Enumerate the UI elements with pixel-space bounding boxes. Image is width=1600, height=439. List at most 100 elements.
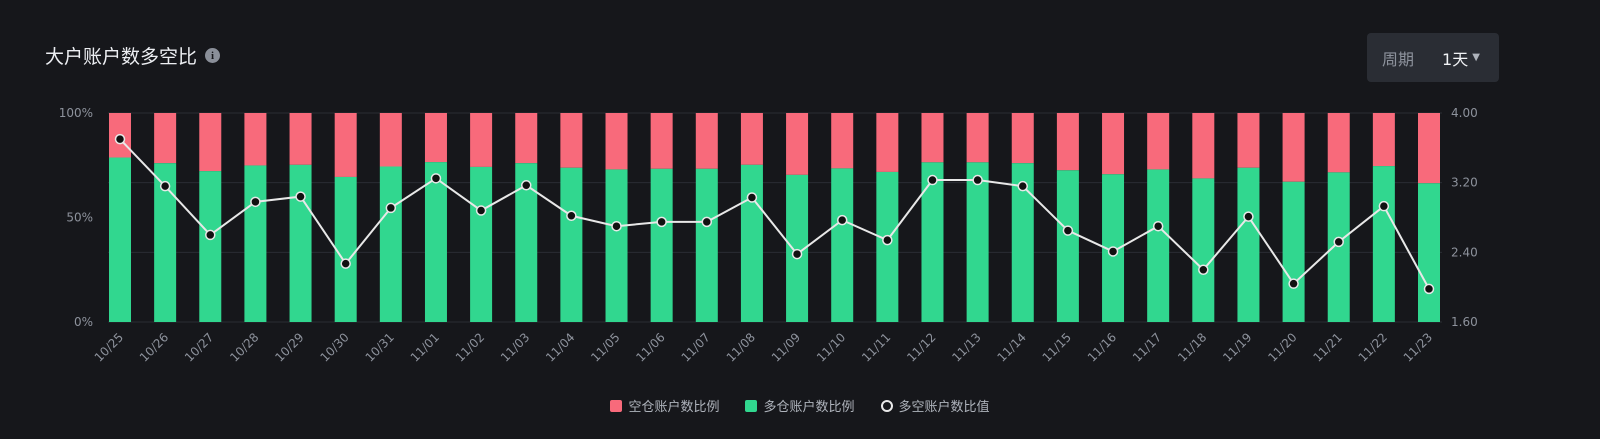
bar-short — [650, 113, 673, 169]
bar-short — [1056, 113, 1079, 171]
x-axis-tick: 11/11 — [859, 330, 893, 364]
ratio-point — [746, 192, 758, 203]
bar-short — [334, 113, 357, 177]
ratio-point — [791, 248, 803, 260]
x-axis-tick: 11/16 — [1085, 330, 1119, 364]
bar-short — [154, 113, 177, 164]
bar-long — [695, 168, 718, 322]
bar-short — [740, 113, 763, 165]
bar-long — [966, 162, 989, 322]
x-axis-tick: 10/28 — [227, 330, 261, 364]
ratio-point — [972, 174, 983, 186]
bar-long — [1237, 167, 1260, 322]
legend-item-long[interactable]: 多仓账户数比例 — [745, 396, 855, 415]
bar-short — [1011, 113, 1034, 164]
bar-long — [154, 163, 177, 322]
ratio-point — [114, 133, 126, 145]
right-axis-tick: 3.20 — [1451, 176, 1478, 190]
ratio-line — [119, 138, 1430, 290]
bar-short — [876, 113, 899, 172]
bar-short — [199, 113, 222, 172]
bar-short — [966, 113, 989, 163]
x-axis-tick: 10/31 — [363, 330, 397, 364]
bar-long — [379, 166, 402, 322]
bar-short — [289, 113, 312, 165]
bar-long — [470, 166, 493, 322]
bar-long — [1372, 166, 1395, 322]
ratio-point — [295, 191, 306, 202]
bar-long — [244, 165, 267, 322]
legend-label: 空仓账户数比例 — [628, 400, 720, 415]
ratio-point — [1107, 246, 1119, 257]
x-axis-tick: 11/04 — [543, 330, 577, 364]
bar-short — [379, 113, 402, 167]
legend-item-short[interactable]: 空仓账户数比例 — [610, 396, 719, 415]
x-axis-tick: 11/13 — [949, 330, 983, 364]
x-axis-tick: 11/09 — [769, 330, 803, 364]
bar-short — [786, 113, 809, 175]
ratio-point — [1243, 211, 1254, 222]
x-axis-tick: 11/15 — [1040, 330, 1074, 364]
info-icon[interactable]: i — [205, 48, 221, 63]
bar-short — [1418, 113, 1440, 184]
x-axis-tick: 10/26 — [137, 330, 171, 364]
x-axis-tick: 11/02 — [453, 330, 487, 364]
x-axis-tick: 11/12 — [904, 330, 938, 364]
bar-short — [1102, 113, 1125, 175]
bar-short — [1282, 113, 1305, 182]
ratio-point — [1288, 278, 1299, 289]
bar-long — [831, 168, 854, 322]
bar-long — [1192, 178, 1215, 322]
period-selector[interactable]: 周期 1天 ▼ — [1367, 33, 1499, 82]
legend-item-ratio[interactable]: 多空账户数比值 — [880, 396, 990, 415]
ratio-point — [1062, 225, 1074, 236]
legend-swatch — [880, 399, 893, 412]
bar-short — [470, 113, 493, 167]
right-axis-tick: 4.00 — [1451, 106, 1478, 120]
ratio-point — [1198, 264, 1209, 275]
x-axis-tick: 11/20 — [1265, 330, 1299, 364]
bar-short — [515, 113, 538, 164]
ratio-point — [566, 210, 577, 222]
period-value[interactable]: 1天 — [1442, 49, 1469, 69]
right-axis-tick: 1.60 — [1451, 315, 1478, 329]
bar-short — [1237, 113, 1260, 168]
bar-short — [695, 113, 718, 169]
x-axis-tick: 10/30 — [317, 330, 351, 364]
bar-long — [109, 157, 131, 322]
x-axis-tick: 11/23 — [1401, 330, 1435, 364]
ratio-point — [520, 180, 532, 191]
title-text: 大户账户数多空比 — [45, 46, 198, 68]
legend-label: 多空账户数比值 — [898, 400, 990, 415]
ratio-point — [1152, 220, 1164, 232]
bar-long — [1282, 181, 1305, 322]
x-axis-tick: 11/17 — [1130, 330, 1164, 364]
ratio-point — [340, 258, 351, 269]
caret-down-icon[interactable]: ▼ — [1472, 52, 1480, 63]
bar-long — [334, 176, 357, 322]
ratio-point — [1333, 236, 1344, 248]
legend-label: 多仓账户数比例 — [763, 400, 855, 415]
bar-long — [740, 164, 763, 322]
x-axis-tick: 10/29 — [272, 330, 306, 364]
ratio-point — [1423, 283, 1435, 295]
x-axis-tick: 11/19 — [1220, 330, 1254, 364]
ratio-point — [250, 196, 261, 208]
ratio-point — [1017, 180, 1029, 192]
legend: 空仓账户数比例 多仓账户数比例 多空账户数比值 — [0, 396, 1600, 415]
ratio-point — [882, 234, 893, 246]
x-axis-tick: 11/10 — [814, 330, 848, 364]
bar-long — [921, 162, 944, 322]
x-axis-tick: 11/22 — [1356, 330, 1390, 364]
right-axis-tick: 2.40 — [1451, 245, 1478, 259]
ratio-point — [611, 220, 622, 232]
ratio-point — [927, 174, 938, 186]
bar-long — [1327, 172, 1350, 322]
x-axis-tick: 10/27 — [182, 330, 216, 364]
bar-long — [650, 168, 673, 322]
bar-long — [1056, 170, 1079, 322]
x-axis-tick: 11/08 — [724, 330, 758, 364]
bar-long — [786, 174, 809, 322]
bar-short — [1192, 113, 1215, 179]
ratio-point — [701, 216, 713, 228]
